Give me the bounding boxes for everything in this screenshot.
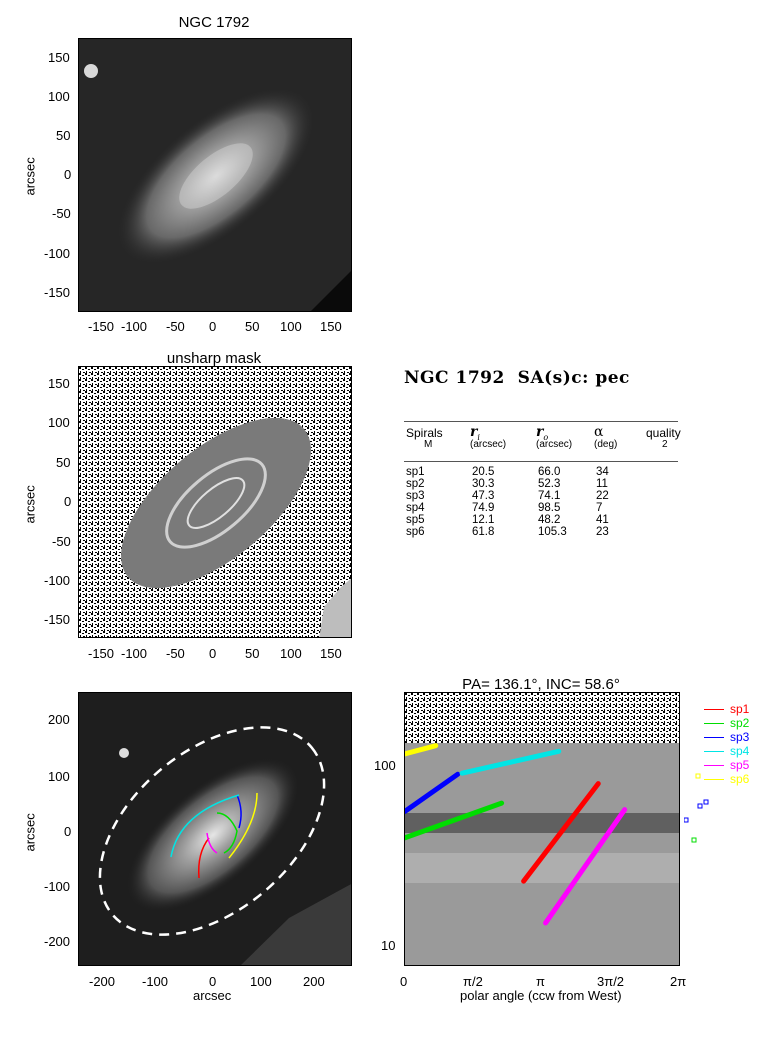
- table-mid-rule: [404, 461, 678, 462]
- unsharp-mask-image: [79, 367, 351, 637]
- legend-line: [704, 709, 724, 711]
- series-line-sp1: [521, 781, 601, 884]
- arc-sp6: [228, 792, 258, 859]
- legend-line: [704, 751, 724, 753]
- table-top-rule: [404, 421, 678, 422]
- polar-plot-svg: [405, 693, 679, 965]
- galaxy-type: SA(s)c: pec: [517, 368, 630, 388]
- table-cell: 48.2: [538, 514, 561, 526]
- legend-label: sp4: [730, 744, 750, 758]
- table-cell: 74.9: [472, 502, 495, 514]
- legend-item: sp5: [704, 758, 749, 772]
- table-row: sp5 12.1 48.2 41: [406, 514, 636, 526]
- col-spirals-sub: M: [424, 439, 433, 450]
- table-cell: 22: [596, 490, 609, 502]
- table-cell: sp1: [406, 466, 425, 478]
- table-cell: 20.5: [472, 466, 495, 478]
- arc-sp1: [197, 837, 210, 879]
- legend-label: sp2: [730, 716, 750, 730]
- legend-line: [704, 723, 724, 725]
- col-ri-unit: (arcsec): [470, 439, 507, 450]
- panel4-title: PA= 136.1°, INC= 58.6°: [462, 676, 620, 693]
- deprojection-ellipse: [98, 726, 326, 936]
- col-quality-sub: 2: [662, 439, 668, 450]
- panel1-image: [78, 38, 352, 312]
- legend: sp1 sp2 sp3 sp4 sp5 sp6: [704, 702, 774, 792]
- galaxy-name: NGC 1792: [404, 368, 505, 388]
- legend-item: sp6: [704, 772, 749, 786]
- table-cell: 30.3: [472, 478, 495, 490]
- arc-sp3: [236, 794, 242, 829]
- table-header: Spirals M ri (arcsec) ro (arcsec) α (deg…: [404, 424, 681, 460]
- arc-sp4: [170, 794, 240, 858]
- galaxy-heading: NGC 1792 SA(s)c: pec: [404, 368, 630, 388]
- col-ro: ro: [536, 424, 549, 442]
- panel2-title: unsharp mask: [166, 350, 262, 367]
- table-cell: sp6: [406, 526, 425, 538]
- table-cell: 52.3: [538, 478, 561, 490]
- series-line-sp5: [543, 807, 628, 926]
- series-line-sp4: [459, 748, 562, 776]
- panel3-ylabel: arcsec: [22, 813, 38, 852]
- table-cell: 74.1: [538, 490, 561, 502]
- legend-line: [704, 765, 724, 767]
- col-ro-unit: (arcsec): [536, 439, 573, 450]
- legend-label: sp3: [730, 730, 750, 744]
- arc-sp2: [216, 812, 238, 854]
- table-row: sp3 47.3 74.1 22: [406, 490, 636, 502]
- panel4-xlabel: polar angle (ccw from West): [460, 988, 622, 1003]
- offscale-markers: [684, 773, 709, 843]
- legend-line: [704, 737, 724, 739]
- table-cell: 105.3: [538, 526, 567, 538]
- panel2-ylabel: arcsec: [22, 485, 38, 524]
- legend-label: sp1: [730, 702, 750, 716]
- col-alpha: α: [594, 424, 604, 440]
- legend-label: sp6: [730, 772, 750, 786]
- col-quality: quality: [646, 426, 681, 440]
- spiral-overlay-image: [79, 693, 351, 965]
- table-cell: sp2: [406, 478, 425, 490]
- table-cell: 66.0: [538, 466, 561, 478]
- arc-sp5: [206, 832, 218, 854]
- series-line-sp6: [405, 743, 439, 757]
- col-alpha-unit: (deg): [594, 439, 618, 450]
- table-cell: 98.5: [538, 502, 561, 514]
- spiral-table: sp1 20.5 66.0 34 sp2 30.3 52.3 11 sp3 47.3 74.1 22 s…: [406, 466, 636, 538]
- table-cell: 11: [596, 478, 608, 490]
- table-cell: sp5: [406, 514, 425, 526]
- table-cell: 41: [596, 514, 609, 526]
- series-line-sp3: [405, 771, 461, 814]
- series-line-sp2: [405, 800, 505, 841]
- panel4-plot: [404, 692, 680, 966]
- table-cell: 23: [596, 526, 609, 538]
- panel1-ylabel: arcsec: [22, 157, 38, 196]
- table-cell: sp3: [406, 490, 425, 502]
- table-row: sp6 61.8 105.3 23: [406, 526, 636, 538]
- table-cell: 61.8: [472, 526, 495, 538]
- legend-line: [704, 779, 724, 781]
- legend-item: sp3: [704, 730, 749, 744]
- col-ri: ri: [470, 424, 480, 442]
- table-cell: 34: [596, 466, 609, 478]
- table-cell: sp4: [406, 502, 425, 514]
- panel3-image: [78, 692, 352, 966]
- table-row: sp1 20.5 66.0 34: [406, 466, 636, 478]
- table-cell: 7: [596, 502, 603, 514]
- legend-item: sp2: [704, 716, 749, 730]
- legend-item: sp1: [704, 702, 749, 716]
- galaxy-image: [79, 39, 351, 311]
- col-spirals: Spirals: [406, 426, 443, 440]
- legend-item: sp4: [704, 744, 749, 758]
- panel2-image: [78, 366, 352, 638]
- table-cell: 47.3: [472, 490, 495, 502]
- legend-label: sp5: [730, 758, 750, 772]
- table-row: sp4 74.9 98.5 7: [406, 502, 636, 514]
- panel3-xlabel: arcsec: [193, 988, 232, 1003]
- panel1-title: NGC 1792: [178, 14, 250, 31]
- table-row: sp2 30.3 52.3 11: [406, 478, 636, 490]
- table-cell: 12.1: [472, 514, 495, 526]
